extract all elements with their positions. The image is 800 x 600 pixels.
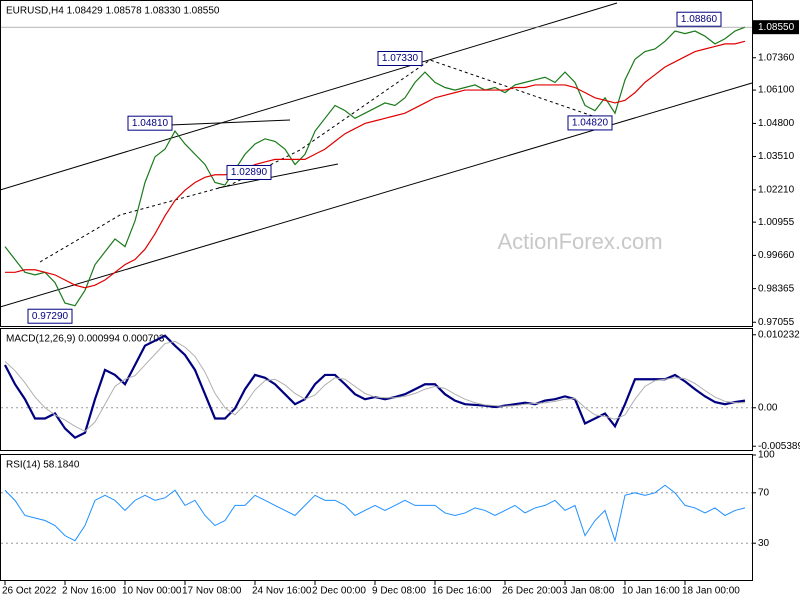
panel-frame: [0, 0, 753, 327]
channel-lower: [0, 82, 753, 308]
x-tick-label: 2 Dec 00:00: [312, 586, 366, 597]
panel-title: RSI(14) 58.1840: [6, 460, 80, 471]
y-tick-label: 1.06100: [758, 85, 795, 96]
trendline: [217, 163, 339, 189]
price-label: 1.08860: [681, 14, 718, 25]
y-tick-label: 0.99660: [758, 250, 795, 261]
x-tick-label: 24 Nov 16:00: [252, 586, 312, 597]
x-tick-label: 10 Nov 00:00: [122, 586, 182, 597]
current-price-label: 1.08550: [758, 22, 795, 33]
y-tick-label: 0.00: [758, 402, 778, 413]
series-line: [5, 40, 746, 289]
price-label: 1.07330: [382, 53, 419, 64]
y-tick-label: 1.04800: [758, 118, 795, 129]
current-price-box: [753, 20, 799, 35]
y-tick-label: 1.02210: [758, 185, 795, 196]
series-line: [4, 484, 746, 543]
x-tick-label: 3 Jan 08:00: [562, 586, 615, 597]
price-label: 1.04820: [572, 118, 609, 129]
y-tick-label: 1.00955: [758, 217, 795, 228]
y-tick-label: 1.07360: [758, 52, 795, 63]
price-label-box: [567, 115, 613, 131]
price-label-box: [676, 11, 722, 27]
channel-upper: [0, 2, 618, 191]
drawings: [0, 2, 753, 308]
y-tick-label: 70: [758, 487, 770, 498]
y-tick-label: 0.97055: [758, 317, 795, 328]
price-label-box: [27, 308, 73, 324]
x-tick-label: 9 Dec 08:00: [372, 586, 426, 597]
y-tick-label: 0.010232: [758, 329, 800, 340]
x-tick-label: 2 Nov 16:00: [62, 586, 116, 597]
y-tick-label: -0.005389: [758, 441, 800, 452]
x-tick-label: 10 Jan 16:00: [622, 586, 680, 597]
price-label: 1.04810: [132, 118, 169, 129]
series-line: [4, 26, 746, 307]
x-tick-label: 26 Dec 20:00: [502, 586, 562, 597]
price-label: 0.97290: [32, 311, 69, 322]
x-tick-label: 16 Dec 16:00: [432, 586, 492, 597]
price-label-box: [127, 115, 173, 131]
panel-title: EURUSD,H4 1.08429 1.08578 1.08330 1.0855…: [6, 6, 220, 17]
wave-line: [39, 59, 611, 263]
panel-frame: [0, 454, 753, 581]
y-tick-label: 100: [758, 450, 775, 461]
panel-title: MACD(12,26,9) 0.000994 0.000703: [6, 334, 165, 345]
price-label: 1.02890: [231, 167, 268, 178]
x-tick-label: 17 Nov 08:00: [182, 586, 242, 597]
trendline: [169, 119, 291, 126]
price-label-box: [226, 164, 272, 180]
watermark: ActionForex.com: [497, 229, 662, 254]
y-tick-label: 1.03510: [758, 151, 795, 162]
price-label-box: [377, 50, 423, 66]
panel-frame: [0, 328, 753, 451]
series-line: [4, 340, 745, 432]
y-tick-label: 30: [758, 538, 770, 549]
x-tick-label: 26 Oct 2022: [2, 586, 57, 597]
y-tick-label: 0.98365: [758, 283, 795, 294]
x-tick-label: 18 Jan 00:00: [682, 586, 740, 597]
